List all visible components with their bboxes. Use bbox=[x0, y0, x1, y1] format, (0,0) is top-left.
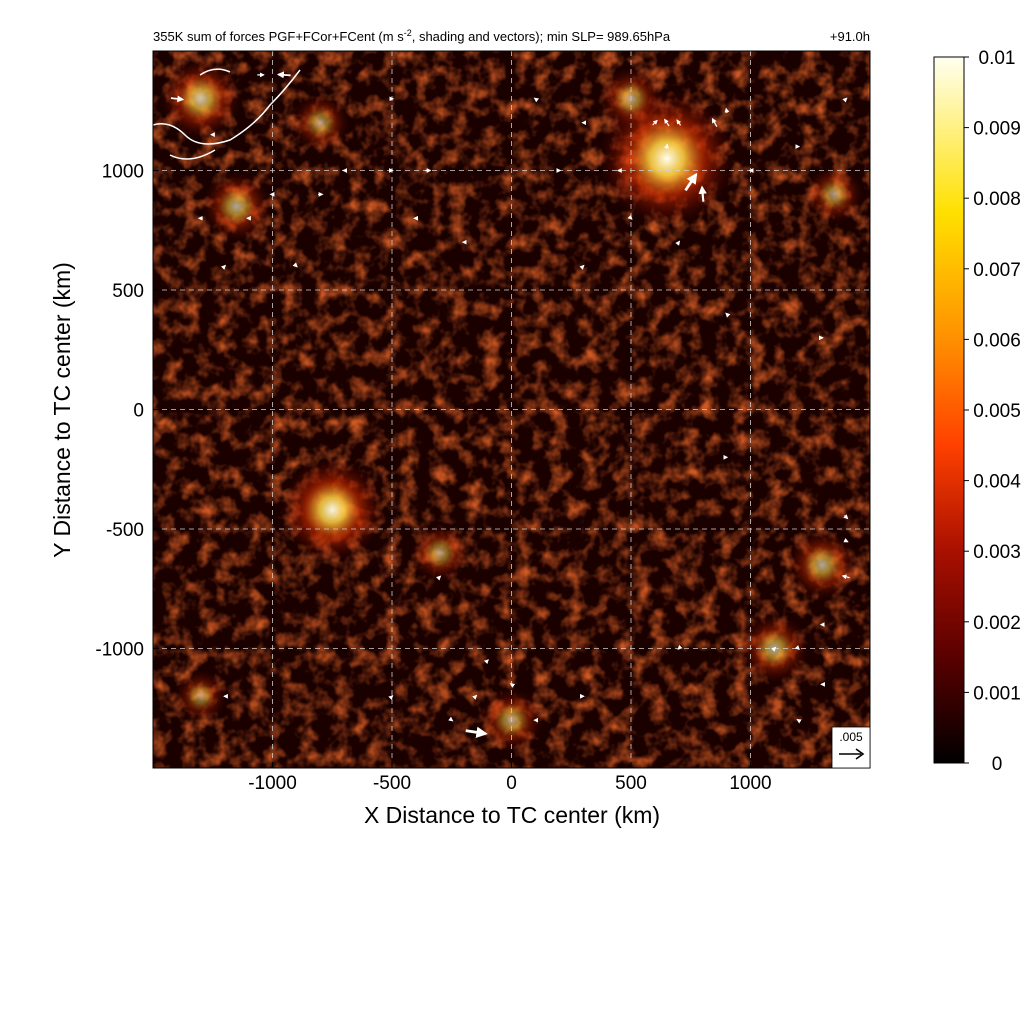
heatmap-hotspot bbox=[805, 165, 864, 224]
colorbar-tick-label: 0.01 bbox=[979, 48, 1016, 69]
colorbar: 0.01 0.009 0.008 0.007 0.006 0.005 0.004 0.003 0… bbox=[933, 48, 1021, 775]
forecast-hour: +91.0h bbox=[830, 29, 870, 44]
force-vector bbox=[664, 118, 670, 127]
colorbar-gradient bbox=[933, 56, 965, 764]
force-vector bbox=[698, 185, 707, 202]
y-tick-label: 500 bbox=[112, 281, 144, 302]
reference-vector-label: .005 bbox=[839, 730, 863, 744]
force-vector bbox=[675, 240, 681, 246]
heatmap-hotspot bbox=[202, 171, 272, 241]
colorbar-tick-label: 0.001 bbox=[973, 683, 1021, 704]
colorbar-tick-label: 0.002 bbox=[973, 613, 1021, 634]
heatmap-hotspot bbox=[291, 93, 350, 152]
force-vector bbox=[794, 644, 800, 651]
colorbar-tick-label: 0.006 bbox=[973, 330, 1021, 351]
force-vector bbox=[711, 117, 718, 127]
heatmap-hotspot bbox=[160, 58, 241, 139]
heatmap-hotspot bbox=[174, 670, 228, 723]
colorbar-tick-label: 0.009 bbox=[973, 119, 1021, 140]
chart-title: 355K sum of forces PGF+FCor+FCent (m s-2… bbox=[153, 28, 671, 44]
force-vector bbox=[843, 537, 849, 543]
force-vector bbox=[652, 119, 658, 126]
force-vector bbox=[676, 119, 682, 126]
force-vector bbox=[771, 646, 777, 652]
force-vector bbox=[388, 694, 394, 701]
colorbar-tick-label: 0.004 bbox=[973, 472, 1021, 493]
coastline bbox=[153, 68, 301, 160]
x-tick-label: 1000 bbox=[729, 773, 771, 794]
force-vector bbox=[465, 726, 488, 738]
y-tick-label: -500 bbox=[106, 520, 144, 541]
heatmap-hotspot bbox=[787, 530, 857, 600]
force-vector bbox=[684, 172, 698, 192]
y-axis: 1000 500 0 -500 -1000 bbox=[95, 162, 159, 661]
force-vector bbox=[533, 97, 540, 103]
force-vector bbox=[843, 514, 849, 520]
force-vector bbox=[292, 262, 298, 268]
force-vector bbox=[664, 143, 669, 149]
x-tick-label: 0 bbox=[506, 773, 517, 794]
x-tick-label: 500 bbox=[615, 773, 647, 794]
colorbar-tick-label: 0.005 bbox=[973, 401, 1021, 422]
colorbar-tick-label: 0 bbox=[992, 754, 1003, 775]
heatmap-hotspot bbox=[281, 458, 384, 561]
x-axis-label: X Distance to TC center (km) bbox=[364, 802, 660, 828]
force-vector bbox=[579, 264, 585, 270]
force-vector bbox=[472, 694, 478, 700]
force-vector bbox=[436, 575, 442, 581]
force-vector bbox=[841, 574, 850, 580]
colorbar-tick-label: 0.008 bbox=[973, 189, 1021, 210]
heatmap-hotspot bbox=[410, 523, 469, 582]
x-tick-label: -500 bbox=[373, 773, 411, 794]
force-vectors bbox=[170, 71, 850, 738]
y-tick-label: 0 bbox=[133, 401, 144, 422]
y-tick-label: 1000 bbox=[102, 162, 144, 183]
force-vector bbox=[276, 71, 291, 79]
colorbar-tick-label: 0.007 bbox=[973, 260, 1021, 281]
force-vector bbox=[677, 644, 683, 650]
colorbar-tick-label: 0.003 bbox=[973, 542, 1021, 563]
force-vector bbox=[509, 683, 516, 688]
force-vector bbox=[724, 107, 730, 114]
force-vector bbox=[483, 659, 489, 665]
force-vector bbox=[725, 312, 731, 318]
reference-vector-key: .005 bbox=[831, 726, 871, 769]
x-axis: -1000 -500 0 500 1000 bbox=[248, 762, 772, 794]
force-vector bbox=[627, 214, 633, 220]
plot-area bbox=[153, 51, 870, 768]
y-axis-label: Y Distance to TC center (km) bbox=[49, 262, 75, 558]
force-vector bbox=[448, 716, 454, 722]
y-tick-label: -1000 bbox=[95, 640, 144, 661]
force-vector bbox=[842, 97, 848, 103]
force-vector bbox=[220, 264, 227, 270]
force-vector bbox=[796, 719, 802, 724]
x-tick-label: -1000 bbox=[248, 773, 297, 794]
heatmap-hotspots bbox=[160, 58, 864, 752]
force-vector bbox=[170, 95, 185, 103]
colorbar-ticks: 0.01 0.009 0.008 0.007 0.006 0.005 0.004 0.003 0… bbox=[964, 48, 1021, 775]
